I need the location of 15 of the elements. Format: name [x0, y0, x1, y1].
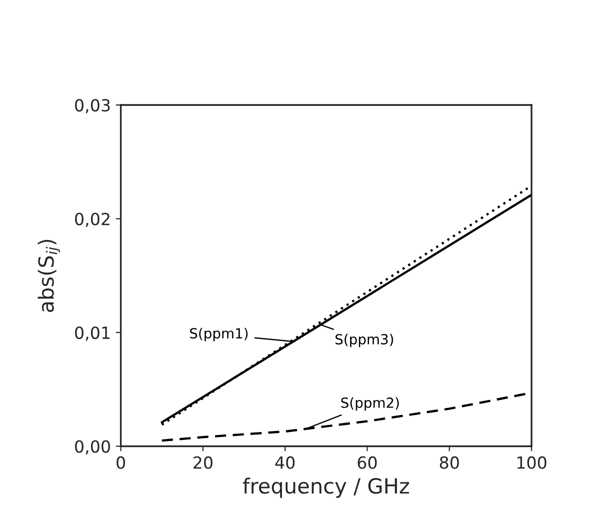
x-axis-title: frequency / GHz [242, 478, 410, 498]
x-tick-label: 20 [194, 456, 212, 469]
y-tick-label: 0,03 [75, 98, 110, 114]
x-tick-label: 40 [275, 456, 295, 469]
y-tick-label: 0,02 [75, 212, 110, 228]
y-tick-label: 0,00 [75, 440, 110, 455]
x-tick-label: 0 [116, 456, 125, 469]
series-label: S(ppm2) [341, 397, 399, 411]
y-axis-title: abs(S$_{ij}$) [38, 240, 60, 312]
x-tick-label: 100 [517, 456, 546, 469]
x-tick-label: 80 [440, 456, 459, 469]
y-tick-label: 0,01 [75, 326, 110, 341]
legend-label: S(ppm1) [190, 328, 248, 342]
x-tick-label: 60 [358, 456, 377, 469]
series-label: S(ppm3) [336, 334, 394, 348]
